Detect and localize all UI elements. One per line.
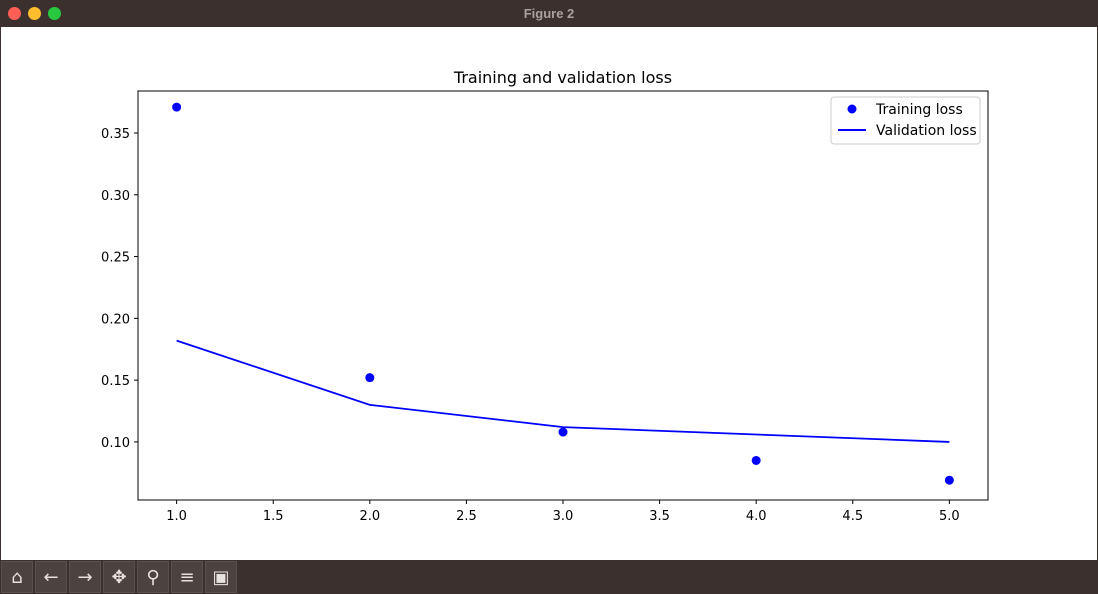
legend-training-label: Training loss (875, 102, 963, 118)
series-lines (176, 339, 950, 443)
validation-loss-line (176, 339, 950, 443)
x-tick-label: 3.5 (649, 509, 670, 524)
y-tick-label: 0.25 (101, 251, 130, 266)
close-window-button[interactable] (8, 7, 21, 20)
forward-arrow-button[interactable]: → (69, 561, 101, 593)
training-loss-point (558, 427, 568, 437)
legend-box (830, 96, 981, 145)
x-tick-label: 1.0 (166, 509, 187, 524)
training-loss-point (944, 475, 954, 485)
zoom-button[interactable]: ⚲ (137, 561, 169, 593)
save-button[interactable]: ▣ (205, 561, 237, 593)
y-tick-label: 0.15 (101, 374, 130, 389)
x-axis: 1.0 1.5 2.0 2.5 3.0 3.5 4.0 4.5 5.0 (166, 500, 960, 524)
window-title: Figure 2 (523, 6, 575, 21)
configure-subplots-icon: ≡ (179, 566, 195, 588)
pan-button[interactable]: ✥ (103, 561, 135, 593)
x-tick-label: 1.5 (263, 509, 284, 524)
training-loss-point (365, 373, 375, 383)
x-tick-label: 3.0 (553, 509, 574, 524)
y-tick-label: 0.30 (101, 189, 130, 204)
minimize-window-button[interactable] (28, 7, 41, 20)
back-arrow-icon: ← (43, 566, 59, 588)
pan-icon: ✥ (111, 566, 127, 588)
series-points (172, 102, 954, 485)
x-tick-label: 4.0 (746, 509, 767, 524)
save-icon: ▣ (212, 566, 230, 588)
legend-validation-label: Validation loss (876, 123, 977, 139)
loss-chart: Training and validation loss 1.0 1.5 2.0 2.… (101, 68, 989, 524)
window-titlebar: Figure 2 (0, 0, 1098, 27)
training-loss-point (751, 455, 761, 465)
figure-canvas[interactable]: Training and validation loss 1.0 1.5 2.0 2.… (0, 27, 1098, 560)
x-tick-label: 5.0 (939, 509, 960, 524)
y-tick-label: 0.35 (101, 127, 130, 142)
legend-training-marker (847, 104, 857, 114)
x-tick-label: 4.5 (842, 509, 863, 524)
back-arrow-button[interactable]: ← (35, 561, 67, 593)
maximize-window-button[interactable] (48, 7, 61, 20)
home-icon: ⌂ (11, 566, 23, 588)
y-axis: 0.10 0.15 0.20 0.25 0.30 0.35 (101, 127, 138, 451)
forward-arrow-icon: → (77, 566, 93, 588)
legend: Training loss Validation loss (830, 96, 981, 145)
y-tick-label: 0.10 (101, 436, 130, 451)
x-tick-label: 2.5 (456, 509, 477, 524)
home-button[interactable]: ⌂ (1, 561, 33, 593)
chart-title: Training and validation loss (453, 68, 672, 87)
y-tick-label: 0.20 (101, 312, 130, 327)
training-loss-point (172, 102, 182, 112)
x-tick-label: 2.0 (359, 509, 380, 524)
navigation-toolbar: ⌂ ← → ✥ ⚲ ≡ ▣ (0, 560, 1098, 594)
zoom-icon: ⚲ (146, 566, 160, 588)
configure-subplots-button[interactable]: ≡ (171, 561, 203, 593)
